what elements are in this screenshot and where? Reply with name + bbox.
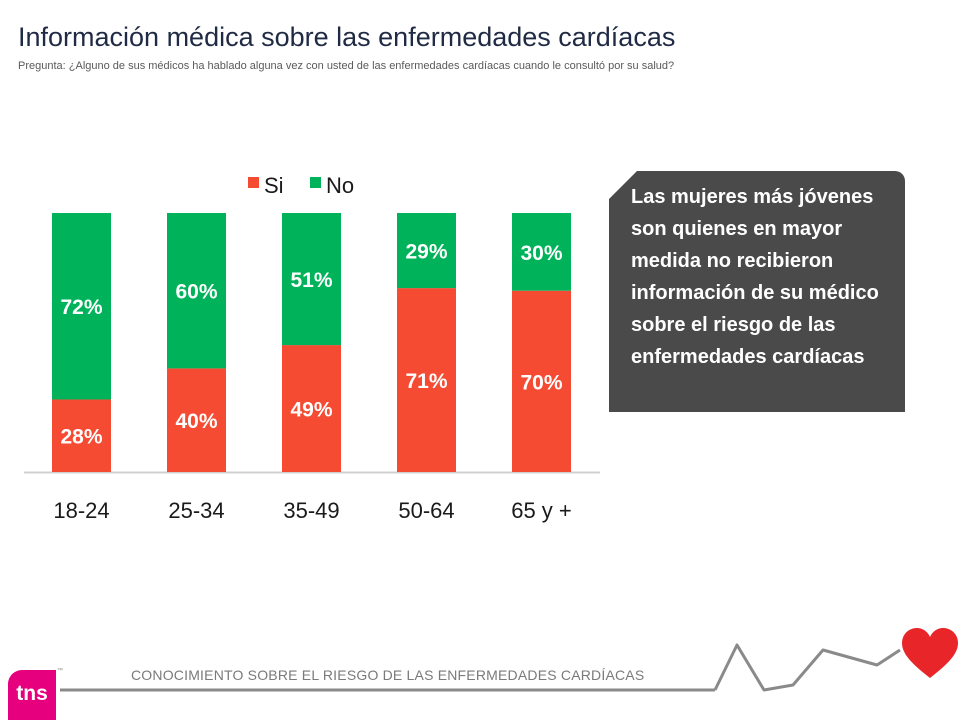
callout-notch xyxy=(609,171,637,199)
bar-si-0 xyxy=(52,399,111,472)
bar-si-3 xyxy=(397,288,456,472)
x-tick-label-3: 50-64 xyxy=(398,498,454,523)
bar-no-3 xyxy=(397,213,456,289)
x-tick-label-1: 25-34 xyxy=(168,498,224,523)
x-tick-label-2: 35-49 xyxy=(283,498,339,523)
data-label-no-4: 30% xyxy=(520,242,562,265)
bar-si-2 xyxy=(282,345,341,472)
data-label-si-4: 70% xyxy=(520,371,562,394)
legend-swatch-no xyxy=(310,177,321,188)
legend-swatch-si xyxy=(248,177,259,188)
bar-no-0 xyxy=(52,213,111,400)
data-label-si-2: 49% xyxy=(290,399,332,422)
data-label-no-1: 60% xyxy=(175,281,217,304)
bar-si-1 xyxy=(167,368,226,472)
bar-no-4 xyxy=(512,213,571,291)
data-label-si-0: 28% xyxy=(60,426,102,449)
page-subtitle: Pregunta: ¿Alguno de sus médicos ha habl… xyxy=(18,60,675,72)
data-label-si-3: 71% xyxy=(405,370,447,393)
bar-no-1 xyxy=(167,213,226,369)
x-tick-label-0: 18-24 xyxy=(53,498,109,523)
callout-box xyxy=(609,171,905,412)
legend-label-no: No xyxy=(326,173,354,198)
data-label-no-3: 29% xyxy=(405,241,447,264)
footer-text: CONOCIMIENTO SOBRE EL RIESGO DE LAS ENFE… xyxy=(131,667,645,683)
page-title: Información médica sobre las enfermedade… xyxy=(18,22,676,52)
tns-logo: tns xyxy=(8,670,56,720)
data-label-no-2: 51% xyxy=(290,269,332,292)
tns-logo-trademark: ™ xyxy=(57,668,63,674)
tns-logo-text: tns xyxy=(16,682,48,705)
bar-si-4 xyxy=(512,290,571,472)
heartbeat-line-icon xyxy=(713,643,901,692)
data-label-si-1: 40% xyxy=(175,410,217,433)
data-label-no-0: 72% xyxy=(60,296,102,319)
bar-no-2 xyxy=(282,213,341,346)
legend-label-si: Si xyxy=(264,173,284,198)
x-tick-label-4: 65 y + xyxy=(511,498,572,523)
callout-text: Las mujeres más jóvenes son quienes en m… xyxy=(631,186,879,368)
heart-icon xyxy=(902,628,958,678)
